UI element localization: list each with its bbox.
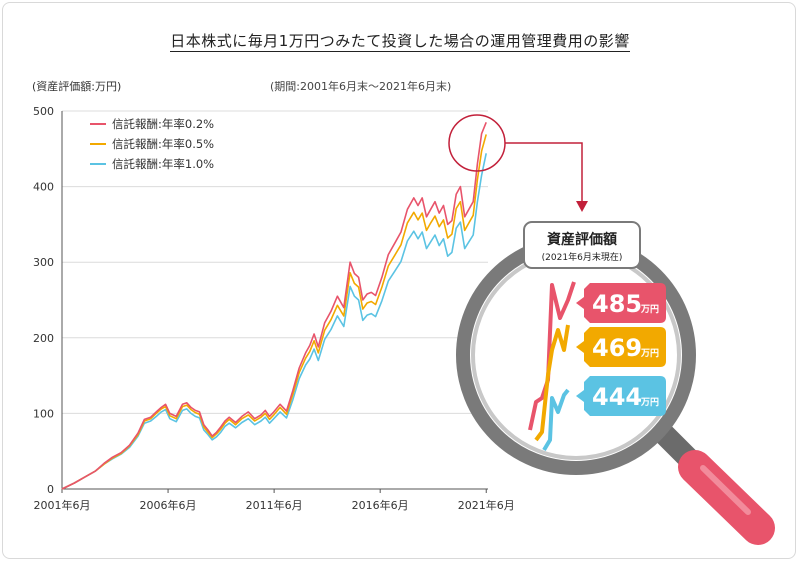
badge-unit: 万円 xyxy=(640,304,659,315)
period-label: (期間:2001年6月末～2021年6月末) xyxy=(270,80,452,93)
y-tick-label: 400 xyxy=(33,181,54,194)
legend-label: 信託報酬:年率0.5% xyxy=(112,137,214,151)
y-tick-label: 500 xyxy=(33,105,54,118)
legend-label: 信託報酬:年率0.2% xyxy=(112,117,214,131)
zoomed-line-1 xyxy=(528,281,576,431)
callout-title: 資産評価額 xyxy=(547,231,617,248)
x-tick-label: 2001年6月 xyxy=(34,498,91,512)
series-line-3 xyxy=(61,153,487,490)
chart-title: 日本株式に毎月1万円つみたて投資した場合の運用管理費用の影響 xyxy=(170,32,630,52)
badge-value: 444 xyxy=(592,383,642,411)
x-tick-label: 2006年6月 xyxy=(140,498,197,512)
axes xyxy=(61,111,488,490)
y-tick-label: 100 xyxy=(33,407,54,420)
magnifier-handle xyxy=(649,419,775,545)
x-tick-label: 2021年6月 xyxy=(458,498,515,512)
y-tick-label: 200 xyxy=(33,332,54,345)
zoomed-line-2 xyxy=(534,324,570,442)
legend: 信託報酬:年率0.2% 信託報酬:年率0.5% 信託報酬:年率1.0% xyxy=(90,117,214,171)
callout-arrow-line xyxy=(505,142,583,203)
y-axis-unit-label: (資産評価額:万円) xyxy=(32,80,122,93)
callout-label-box xyxy=(523,221,641,269)
zoomed-series-lines xyxy=(528,281,576,452)
callout-arrow-head xyxy=(576,201,588,212)
callout-subtitle: (2021年6月末現在) xyxy=(542,251,623,263)
y-tick-label: 0 xyxy=(47,483,54,496)
series-lines xyxy=(61,122,487,490)
badge-value: 485 xyxy=(592,290,642,318)
badge-value: 469 xyxy=(592,334,642,362)
series-line-2 xyxy=(61,134,487,490)
zoomed-line-3 xyxy=(542,388,570,452)
y-tick-labels: 0 100 200 300 400 500 xyxy=(33,105,54,496)
legend-label: 信託報酬:年率1.0% xyxy=(112,157,214,171)
x-tick-labels: 2001年6月 2006年6月 2011年6月 2016年6月 2021年6月 xyxy=(34,489,515,512)
y-tick-label: 300 xyxy=(33,256,54,269)
series-line-1 xyxy=(61,122,487,490)
badge-unit: 万円 xyxy=(640,397,659,408)
badge-unit: 万円 xyxy=(640,348,659,359)
x-tick-label: 2011年6月 xyxy=(246,498,303,512)
x-tick-label: 2016年6月 xyxy=(352,498,409,512)
